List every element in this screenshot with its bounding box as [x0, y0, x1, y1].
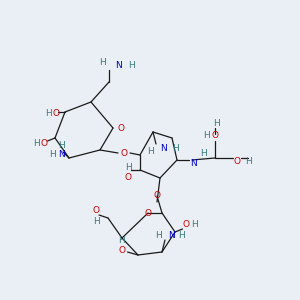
- Text: H: H: [244, 157, 251, 166]
- Text: O: O: [234, 157, 241, 166]
- Text: H: H: [128, 61, 135, 70]
- Text: H: H: [34, 140, 40, 148]
- Text: H: H: [124, 163, 131, 172]
- Text: H: H: [201, 149, 207, 158]
- Text: O: O: [118, 246, 125, 255]
- Text: N: N: [160, 144, 167, 153]
- Text: H: H: [49, 151, 56, 160]
- Text: H: H: [118, 236, 125, 245]
- Text: H: H: [156, 231, 162, 240]
- Text: H: H: [58, 142, 65, 151]
- Text: H: H: [147, 147, 153, 156]
- Text: O: O: [41, 140, 48, 148]
- Text: H: H: [202, 131, 209, 140]
- Text: H: H: [213, 119, 220, 128]
- Text: N: N: [115, 61, 122, 70]
- Text: H: H: [45, 109, 52, 118]
- Text: O: O: [154, 191, 160, 200]
- Text: H: H: [93, 217, 99, 226]
- Text: O: O: [124, 173, 131, 182]
- Text: N: N: [58, 151, 65, 160]
- Text: H: H: [172, 144, 179, 153]
- Text: H: H: [178, 231, 185, 240]
- Text: H: H: [100, 58, 106, 67]
- Text: O: O: [121, 148, 128, 158]
- Text: N: N: [168, 231, 174, 240]
- Text: O: O: [52, 109, 59, 118]
- Text: H: H: [191, 220, 198, 229]
- Text: O: O: [117, 124, 124, 133]
- Text: O: O: [182, 220, 189, 229]
- Text: N: N: [190, 158, 197, 167]
- Text: O: O: [92, 206, 100, 215]
- Text: O: O: [145, 208, 152, 217]
- Text: O: O: [212, 131, 218, 140]
